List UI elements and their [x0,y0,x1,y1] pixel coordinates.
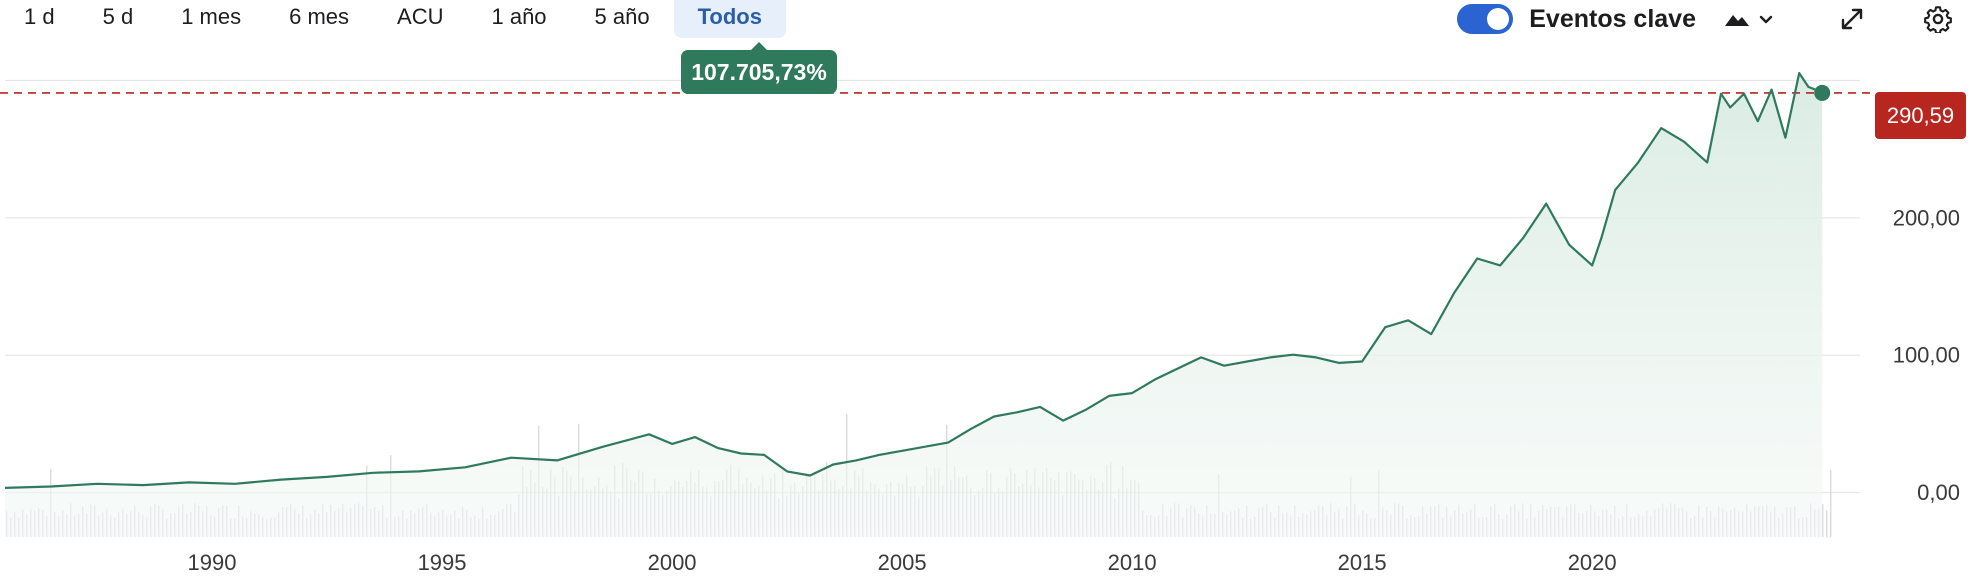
y-tick-label: 0,00 [1917,480,1960,505]
x-tick-label: 2005 [878,550,927,575]
chart-controls: Eventos clave [1457,0,1972,38]
tab-6mes[interactable]: 6 mes [289,4,350,29]
gear-icon [1924,6,1952,33]
toggle-knob [1487,8,1510,30]
key-events-toggle[interactable] [1457,4,1514,34]
chevron-down-icon [1759,15,1773,24]
y-axis: 0,00 100,00 200,00 [1893,205,1960,505]
x-tick-label: 2000 [648,550,697,575]
mountain-area-icon [1725,15,1749,26]
tab-5ano[interactable]: 5 año [594,4,650,29]
x-axis: 1990 1995 2000 2005 2010 2015 2020 [188,550,1617,575]
key-events-label: Eventos clave [1529,4,1696,33]
volume-bar [1822,504,1824,537]
y-tick-label: 200,00 [1893,205,1960,230]
change-tooltip: 107.705,73% [681,42,837,94]
tab-todos[interactable]: Todos [673,0,786,38]
timeframe-selector: 1 d 5 d 1 mes 6 mes ACU 1 año 5 año Todo… [0,0,786,38]
tab-1mes[interactable]: 1 mes [181,4,242,29]
tab-1ano[interactable]: 1 año [491,4,547,29]
tab-5d[interactable]: 5 d [102,4,134,29]
current-price-badge: 290,59 [1875,92,1966,139]
tab-acu[interactable]: ACU [397,4,444,29]
y-tick-label: 100,00 [1893,343,1960,368]
last-price-dot [1814,84,1831,101]
settings-button[interactable] [1918,0,1958,38]
chart-type-button[interactable] [1724,11,1774,27]
tab-1d[interactable]: 1 d [24,4,55,29]
x-tick-label: 2010 [1108,550,1157,575]
price-area [5,73,1823,537]
expand-button[interactable] [1832,0,1872,38]
x-tick-label: 2020 [1568,550,1617,575]
x-tick-label: 1995 [418,550,467,575]
volume-bar [1826,510,1828,537]
x-tick-label: 2015 [1338,550,1387,575]
volume-bar [1830,469,1832,537]
price-series-line [4,72,1823,489]
expand-icon [1841,8,1863,30]
x-tick-label: 1990 [188,550,237,575]
